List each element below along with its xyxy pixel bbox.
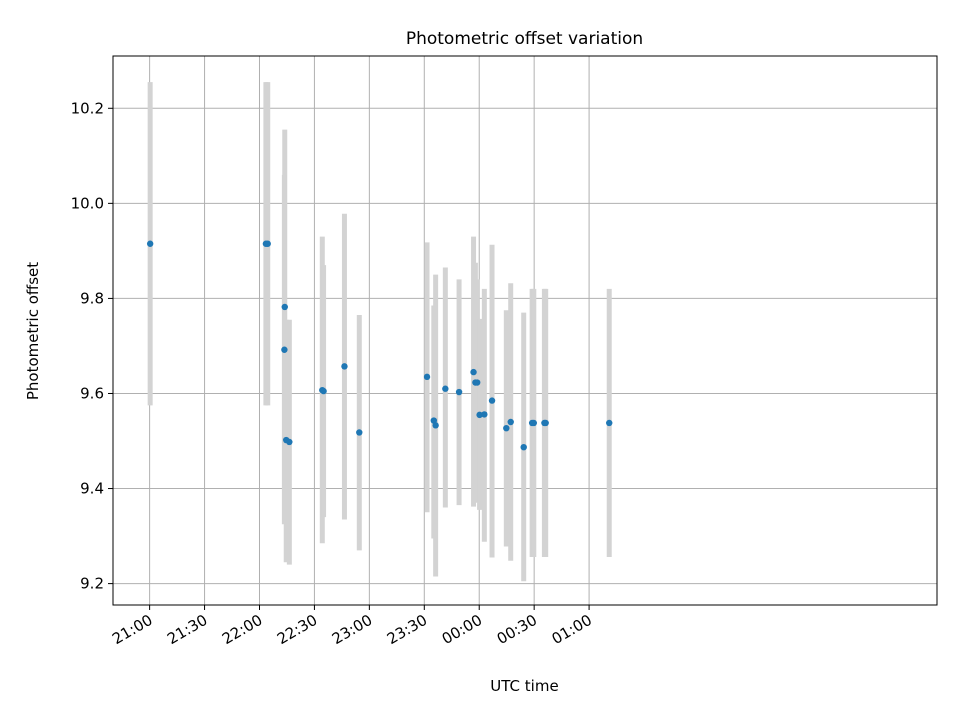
data-point	[481, 411, 488, 418]
data-point	[455, 388, 463, 396]
data-point	[470, 368, 477, 376]
data-point	[476, 411, 483, 419]
data-point	[264, 240, 271, 247]
plot-frame	[112, 55, 938, 606]
y-axis: 9.2 9.4 9.6 9.8 10.0 10.2	[71, 99, 113, 593]
data-point	[474, 379, 481, 386]
data-point	[356, 429, 363, 436]
data-point	[320, 387, 327, 395]
y-tick-label: 9.8	[80, 289, 104, 307]
chart-title: Photometric offset variation	[406, 29, 643, 49]
y-tick-label: 9.4	[80, 480, 104, 498]
data-point	[530, 419, 537, 427]
data-point	[286, 438, 293, 446]
data-point	[442, 385, 449, 392]
y-tick-label: 9.2	[80, 575, 104, 593]
data-point	[542, 419, 549, 427]
data-point	[606, 419, 613, 427]
data-point	[341, 363, 348, 370]
data-points	[146, 240, 613, 451]
x-axis-label: UTC time	[490, 677, 558, 695]
y-tick-label: 9.6	[80, 384, 104, 402]
data-point	[281, 303, 288, 311]
data-point	[507, 418, 514, 426]
data-point	[520, 443, 527, 451]
data-point	[488, 397, 496, 404]
y-tick-label: 10.0	[71, 194, 104, 212]
data-point	[432, 422, 439, 429]
data-point	[423, 373, 431, 381]
y-tick-label: 10.2	[71, 99, 104, 117]
data-point	[503, 424, 510, 432]
y-axis-label: Photometric offset	[24, 262, 42, 400]
data-point	[146, 240, 154, 247]
data-point	[281, 346, 288, 353]
